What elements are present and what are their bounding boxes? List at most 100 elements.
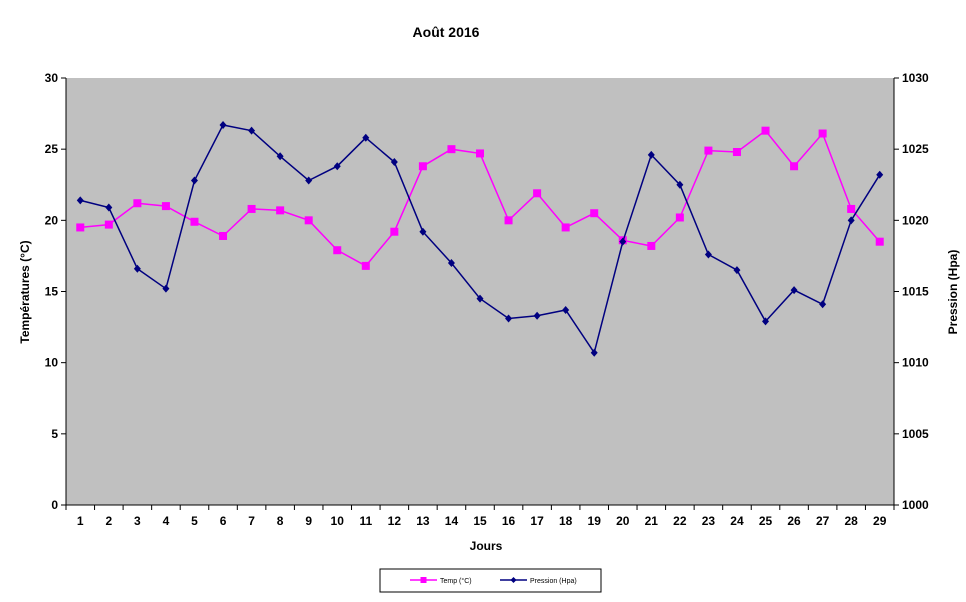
data-point [790,162,799,171]
data-point [276,152,284,161]
x-tick-label: 9 [305,514,312,528]
data-point [647,241,656,250]
legend-marker [510,577,517,583]
data-point [875,237,884,246]
data-point [619,237,627,246]
plot-area [66,78,894,505]
data-point [675,213,684,222]
x-tick-label: 17 [530,514,544,528]
data-point [161,202,170,211]
data-point [447,145,456,154]
data-point [419,227,427,236]
data-point [590,348,598,357]
y-tick-label-right: 1005 [902,427,929,441]
x-tick-label: 23 [702,514,716,528]
data-point [676,180,684,189]
data-point [533,311,541,320]
y-tick-label-right: 1025 [902,142,929,156]
data-point [390,157,398,166]
x-tick-label: 2 [105,514,112,528]
data-point [133,199,142,208]
y-tick-label-left: 25 [45,142,59,156]
legend-item: Pression (Hpa) [500,577,577,585]
data-point [190,217,199,226]
data-point [533,189,542,198]
x-tick-label: 18 [559,514,573,528]
data-point [847,204,856,213]
data-point [276,206,285,215]
data-point [590,209,599,218]
series-layer [76,120,884,357]
legend: Temp (°C) Pression (Hpa) [379,568,602,593]
data-point [504,216,513,225]
data-point [362,133,370,142]
data-point [305,176,313,185]
data-point [704,146,713,155]
x-tick-label: 26 [787,514,801,528]
x-tick-label: 24 [730,514,744,528]
y-tick-label-right: 1010 [902,356,929,370]
axes: 0510152025301000100510101015102010251030… [45,71,929,528]
x-tick-label: 29 [873,514,887,528]
data-point [247,204,256,213]
data-point [133,264,141,273]
data-point [76,196,84,205]
x-tick-label: 5 [191,514,198,528]
x-tick-label: 27 [816,514,830,528]
x-tick-label: 19 [588,514,602,528]
data-point [333,246,342,255]
y-tick-label-right: 1020 [902,213,929,227]
legend-items: Temp (°C) Pression (Hpa) [410,577,577,585]
data-point [732,148,741,157]
x-tick-label: 1 [77,514,84,528]
x-tick-label: 10 [331,514,345,528]
data-point [762,317,770,326]
chart-title: Août 2016 [413,24,480,40]
y-tick-label-left: 30 [45,71,59,85]
data-point [818,129,827,138]
legend-label: Temp (°C) [440,577,472,585]
series-2 [76,120,884,357]
x-tick-label: 25 [759,514,773,528]
legend-box [379,568,602,593]
data-point [361,261,370,270]
data-point [876,170,884,179]
x-tick-label: 11 [359,514,372,528]
data-point [704,250,712,259]
y-axis-label-right: Pression (Hpa) [946,250,960,335]
data-point [219,231,228,240]
data-point [505,314,513,323]
legend-item: Temp (°C) [410,577,472,585]
y-tick-label-right: 1000 [902,498,929,512]
x-tick-label: 14 [445,514,459,528]
data-point [418,162,427,171]
x-tick-label: 21 [645,514,659,528]
x-tick-label: 15 [473,514,487,528]
data-point [819,300,827,309]
data-point [476,149,484,158]
x-tick-label: 3 [134,514,141,528]
data-point [162,284,170,293]
x-tick-label: 13 [416,514,430,528]
x-tick-label: 6 [220,514,227,528]
legend-marker [420,577,427,583]
y-tick-label-left: 5 [51,427,58,441]
data-point [304,216,313,225]
data-point [333,162,341,171]
data-point [105,203,113,212]
data-point [790,286,798,295]
data-point [561,223,570,232]
data-point [76,223,85,232]
x-tick-label: 20 [616,514,630,528]
legend-label: Pression (Hpa) [530,578,577,585]
data-point [733,266,741,275]
x-tick-label: 12 [388,514,402,528]
y-axis-label-left: Températures (°C) [18,240,32,343]
x-tick-label: 28 [844,514,858,528]
data-point [248,126,256,135]
x-tick-label: 22 [673,514,687,528]
data-point [562,306,570,315]
x-tick-label: 4 [163,514,170,528]
y-tick-label-left: 15 [45,285,59,299]
